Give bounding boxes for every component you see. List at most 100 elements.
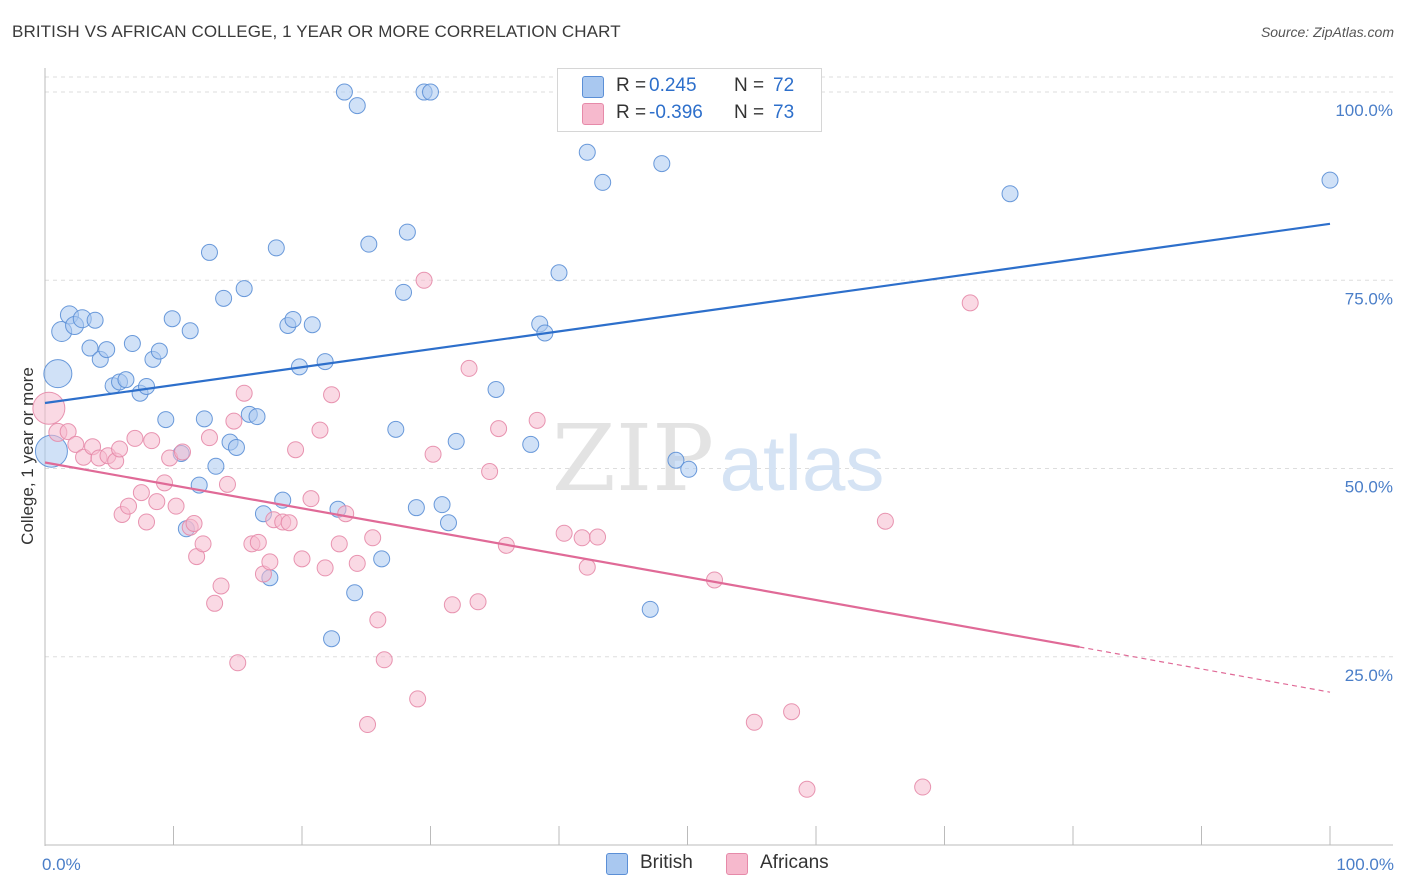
african-point (481, 463, 499, 481)
african-point (311, 421, 329, 439)
british-point (680, 460, 698, 478)
british-swatch (582, 76, 604, 98)
african-point (302, 490, 320, 508)
british-legend-label: British (640, 852, 693, 873)
british-point (86, 311, 104, 329)
african-point (798, 780, 816, 798)
y-tick-label: 50.0% (1345, 478, 1393, 497)
british-point (653, 155, 671, 173)
african-point (67, 435, 85, 453)
african-point (364, 529, 382, 547)
african-point (280, 514, 298, 532)
african-point (138, 513, 156, 531)
watermark-atlas: atlas (720, 419, 885, 507)
african-point (359, 716, 377, 734)
british-point (346, 584, 364, 602)
african-point (573, 529, 591, 547)
y-tick-label: 100.0% (1335, 101, 1393, 120)
british-point (98, 341, 116, 359)
british-n-value: 72 (773, 75, 795, 96)
british-point (335, 83, 353, 101)
africans-n-value: 73 (773, 102, 795, 123)
british-point (138, 377, 156, 395)
africans-legend-label: Africans (760, 852, 829, 873)
african-point (460, 359, 478, 377)
british-point (43, 359, 73, 389)
british-point (150, 342, 168, 360)
african-point (148, 493, 166, 511)
african-point (206, 594, 224, 612)
gridlines (45, 76, 1393, 658)
african-point (961, 294, 979, 312)
british-point (395, 283, 413, 301)
british-point (163, 310, 181, 328)
british-point (550, 264, 568, 282)
y-tick-label: 75.0% (1345, 289, 1393, 308)
african-point (143, 432, 161, 450)
british-point (522, 435, 540, 453)
x-tick-label-max: 100.0% (1336, 855, 1394, 874)
british-point (667, 451, 685, 469)
african-point (745, 713, 763, 731)
african-point (173, 443, 191, 461)
africans-legend-swatch (726, 853, 748, 875)
british-point (407, 499, 425, 517)
british-r-label: R = (616, 75, 647, 96)
african-point (415, 271, 433, 289)
british-point (81, 339, 99, 357)
africans-swatch (582, 103, 604, 125)
british-point (207, 457, 225, 475)
africans-n-label: N = (734, 102, 765, 123)
africans-r-value: -0.396 (649, 102, 703, 123)
british-point (578, 143, 596, 161)
british-point (387, 420, 405, 438)
african-point (914, 778, 932, 796)
african-point (528, 411, 546, 429)
african-point (783, 703, 801, 721)
african-point (337, 505, 355, 523)
african-point (323, 386, 341, 404)
african-point (249, 533, 267, 551)
african-point (316, 559, 334, 577)
series-legend: British Africans (0, 851, 1406, 877)
chart-title: BRITISH VS AFRICAN COLLEGE, 1 YEAR OR MO… (12, 22, 621, 41)
african-point (555, 524, 573, 542)
british-point (316, 353, 334, 371)
africans-trend-extension (1079, 646, 1331, 693)
british-point (348, 97, 366, 115)
african-point (59, 423, 77, 441)
british-point (117, 371, 135, 389)
y-tick-labels: 25.0% 50.0% 75.0% 100.0% (1335, 101, 1393, 685)
african-point (261, 553, 279, 571)
british-point (373, 550, 391, 568)
british-point (398, 223, 416, 241)
african-point (409, 690, 427, 708)
african-point (578, 558, 596, 576)
watermark: ZIP atlas (552, 405, 884, 512)
y-tick-label: 25.0% (1345, 666, 1393, 685)
african-point (369, 611, 387, 629)
british-point (360, 235, 378, 253)
african-point (443, 596, 461, 614)
british-point (248, 408, 266, 426)
african-point (348, 554, 366, 572)
british-point (157, 411, 175, 429)
british-point (200, 243, 218, 261)
african-point (200, 429, 218, 447)
african-point (194, 535, 212, 553)
british-trend-line (44, 222, 1331, 405)
african-point (132, 484, 150, 502)
british-r-value: 0.245 (649, 75, 697, 96)
african-point (490, 420, 508, 438)
african-point (330, 535, 348, 553)
british-n-label: N = (734, 75, 765, 96)
british-point (641, 600, 659, 618)
british-point (123, 335, 141, 353)
british-point (235, 280, 253, 298)
british-point (1321, 171, 1339, 189)
british-point (195, 410, 213, 428)
british-point (303, 316, 321, 334)
african-point (111, 440, 129, 458)
african-point (126, 429, 144, 447)
